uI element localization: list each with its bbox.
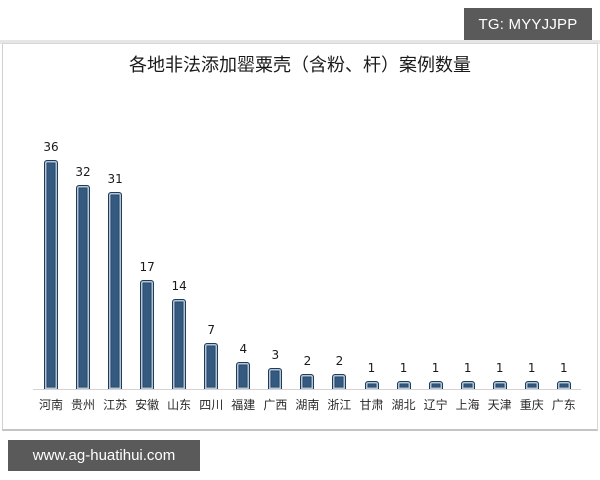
- x-tick-label: 福建: [231, 398, 256, 412]
- data-label: 31: [107, 172, 123, 186]
- data-label: 7: [207, 323, 216, 337]
- data-label: 1: [367, 361, 376, 375]
- bar: [108, 192, 123, 389]
- data-label: 32: [75, 165, 91, 179]
- chart-title: 各地非法添加罂粟壳（含粉、杆）案例数量: [129, 55, 471, 76]
- x-tick-label: 天津: [487, 398, 512, 412]
- data-label: 1: [399, 361, 408, 375]
- data-label: 1: [431, 361, 440, 375]
- x-tick-label: 贵州: [71, 398, 96, 412]
- bar: [492, 381, 507, 389]
- frame-top-band: [0, 40, 600, 44]
- bar: [172, 299, 187, 389]
- x-axis-line: [33, 389, 581, 390]
- data-label: 1: [527, 361, 536, 375]
- data-label: 1: [495, 361, 504, 375]
- x-tick-label: 江苏: [103, 398, 128, 412]
- x-tick-label: 广东: [551, 398, 576, 412]
- data-label: 2: [335, 354, 344, 368]
- bar: [268, 368, 283, 389]
- bar: [396, 381, 411, 389]
- bar: [140, 280, 155, 389]
- x-tick-label: 甘肃: [359, 398, 384, 412]
- bar: [460, 381, 475, 389]
- data-label: 17: [139, 260, 155, 274]
- data-label: 1: [463, 361, 472, 375]
- bar: [524, 381, 539, 389]
- bar: [204, 343, 219, 389]
- x-tick-label: 湖北: [391, 398, 416, 412]
- data-label: 4: [239, 342, 248, 356]
- x-tick-label: 广西: [263, 398, 288, 412]
- bar: [428, 381, 443, 389]
- tg-watermark: TG: MYYJJPP: [464, 8, 592, 40]
- bar: [300, 374, 315, 389]
- x-tick-label: 河南: [38, 398, 63, 412]
- data-label: 3: [271, 348, 280, 362]
- bar: [236, 362, 251, 389]
- site-watermark: www.ag-huatihui.com: [8, 440, 200, 471]
- bar: [364, 381, 379, 389]
- x-tick-label: 浙江: [327, 398, 352, 412]
- data-label: 2: [303, 354, 312, 368]
- x-tick-label: 四川: [199, 398, 224, 412]
- x-tick-label: 上海: [455, 398, 480, 412]
- bar: [44, 160, 58, 389]
- bar: [76, 185, 91, 389]
- chart-frame: [2, 43, 598, 431]
- data-label: 14: [171, 279, 187, 293]
- data-label: 1: [559, 361, 568, 375]
- x-tick-label: 湖南: [295, 398, 320, 412]
- data-label: 36: [43, 140, 59, 154]
- x-tick-label: 安徽: [135, 398, 160, 412]
- x-tick-label: 山东: [167, 398, 192, 412]
- bar: [556, 381, 571, 389]
- bar: [332, 374, 347, 389]
- x-tick-label: 辽宁: [423, 398, 448, 412]
- x-tick-label: 重庆: [519, 398, 544, 412]
